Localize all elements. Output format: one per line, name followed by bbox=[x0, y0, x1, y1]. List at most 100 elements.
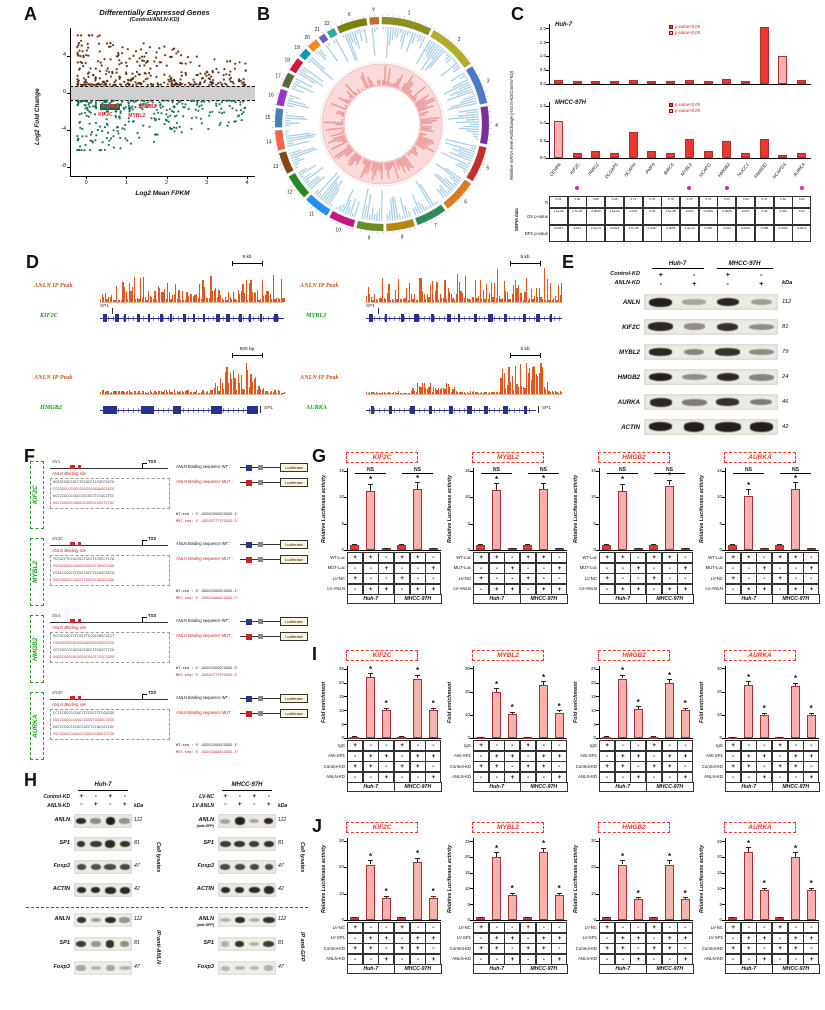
pm-cell: - bbox=[725, 562, 742, 574]
pm-cell: + bbox=[347, 740, 364, 751]
peak-bar bbox=[221, 383, 223, 394]
peak-bar bbox=[144, 297, 147, 302]
binding-site-mark bbox=[70, 619, 75, 623]
table-cell: 0.85 bbox=[586, 196, 606, 209]
intron-tick bbox=[419, 408, 420, 413]
bar bbox=[665, 864, 674, 920]
y-tick bbox=[344, 893, 347, 895]
peak-bar bbox=[438, 387, 440, 394]
pm-cell: + bbox=[772, 740, 789, 751]
pm-cell: + bbox=[520, 943, 537, 954]
peak-bar bbox=[524, 387, 526, 394]
y-tick bbox=[596, 724, 599, 725]
peak-bar bbox=[175, 284, 177, 302]
peak-bar bbox=[367, 392, 369, 394]
alignment-mut: MUT-seq: 5'-GGGGCTTTTCGGGG-3' bbox=[176, 519, 239, 523]
peak-bar bbox=[154, 290, 156, 302]
error-bar bbox=[543, 847, 544, 853]
peak-bar bbox=[524, 292, 526, 302]
pm-cell: - bbox=[740, 740, 757, 751]
protein-label: Foxp3 bbox=[53, 964, 70, 970]
pm-cell: - bbox=[551, 552, 568, 563]
error-bar bbox=[511, 892, 513, 895]
error-cap bbox=[666, 860, 673, 861]
peak-bar bbox=[247, 299, 249, 302]
assay-row-label: Anti-SP1 bbox=[706, 753, 723, 759]
table-cell: 0.70 bbox=[698, 196, 718, 209]
condition-label: ANLN-KD bbox=[47, 802, 70, 809]
table-cell: 0.45 bbox=[605, 196, 625, 209]
svg-text:19: 19 bbox=[294, 45, 300, 51]
pm-cell: - bbox=[347, 583, 364, 595]
tss-label: TSS bbox=[148, 536, 157, 541]
pm-cell: + bbox=[504, 932, 521, 944]
y-axis bbox=[599, 838, 600, 920]
svg-text:7: 7 bbox=[434, 223, 437, 229]
peak-bar bbox=[519, 292, 521, 302]
peak-bar bbox=[252, 292, 254, 302]
x-axis bbox=[725, 550, 819, 551]
pm-cell: - bbox=[378, 761, 395, 772]
sig-star: * bbox=[557, 701, 561, 711]
error-cap bbox=[399, 736, 405, 738]
peak-bar bbox=[388, 391, 390, 394]
y-tick bbox=[722, 668, 725, 670]
kda-value: 81 bbox=[134, 940, 140, 946]
chromosome-line bbox=[50, 468, 168, 469]
peak-bar bbox=[208, 298, 211, 302]
y-tick bbox=[722, 872, 725, 874]
peak-bar bbox=[138, 390, 140, 394]
peak-bar bbox=[234, 298, 236, 302]
assay-row-label: LV-ANLN bbox=[453, 586, 471, 592]
peak-bar bbox=[260, 298, 262, 302]
pm-cell: - bbox=[535, 740, 552, 751]
pm-cell: - bbox=[630, 922, 647, 933]
pm-cell: - bbox=[394, 583, 411, 595]
sequence-line: GGGGCGGGGCGGGGCGGGGTGGGGCGGG bbox=[53, 563, 115, 568]
y-tick-label: 0 bbox=[719, 547, 722, 553]
promoter-element bbox=[258, 619, 263, 624]
intron-tick bbox=[444, 316, 445, 321]
bar bbox=[666, 152, 676, 158]
peak-bar bbox=[428, 387, 430, 394]
y-tick-label: 20 bbox=[716, 854, 722, 860]
assay-row-label: LV-SP1 bbox=[582, 935, 597, 941]
panel-b-label: B bbox=[257, 4, 270, 24]
table-cell: 0.0033 bbox=[586, 208, 606, 226]
peak-bar bbox=[548, 299, 550, 302]
y-tick bbox=[470, 738, 473, 739]
peak-bar bbox=[116, 286, 118, 302]
bar bbox=[628, 79, 638, 84]
peak-bar bbox=[553, 391, 555, 394]
binding-site-label: ANLN Binding site bbox=[52, 548, 86, 553]
error-cap bbox=[478, 916, 484, 918]
peak-bar bbox=[172, 392, 174, 394]
table-cell: 0.0044 bbox=[736, 225, 756, 243]
error-bar bbox=[417, 674, 418, 679]
panel-b: B 1 2 3 4 5 6 7 8 9 10 11 12 13 14 15 16 17 18 19 20 21 22 X Y bbox=[253, 2, 507, 244]
assay-row-label: Anti-SP1 bbox=[454, 753, 471, 759]
peak-bar bbox=[375, 392, 377, 394]
intron-tick bbox=[223, 316, 224, 321]
intron-tick bbox=[544, 316, 545, 321]
peak-bar bbox=[489, 292, 491, 302]
error-cap bbox=[651, 736, 657, 738]
peak-bar bbox=[497, 391, 499, 394]
sequence-line: CGCCCCGCCCCGCCGCCTCCGCCGCCGC bbox=[53, 724, 115, 729]
peak-bar bbox=[498, 391, 501, 394]
peak-bar bbox=[553, 298, 555, 302]
pm-cell: + bbox=[599, 573, 616, 584]
bar bbox=[806, 890, 816, 920]
scale-label: 5 kb bbox=[242, 255, 252, 260]
intron-tick bbox=[193, 408, 194, 413]
pm-cell: + bbox=[378, 932, 395, 944]
exon bbox=[535, 314, 541, 323]
kda-value: 42 bbox=[782, 424, 789, 430]
sig-star: * bbox=[667, 670, 672, 680]
peak-bar bbox=[260, 389, 262, 394]
pm-cell: - bbox=[803, 761, 820, 772]
peak-bar bbox=[529, 298, 531, 302]
intron-tick bbox=[188, 316, 189, 321]
peak-bar bbox=[457, 274, 459, 302]
scatter-points bbox=[76, 34, 247, 152]
